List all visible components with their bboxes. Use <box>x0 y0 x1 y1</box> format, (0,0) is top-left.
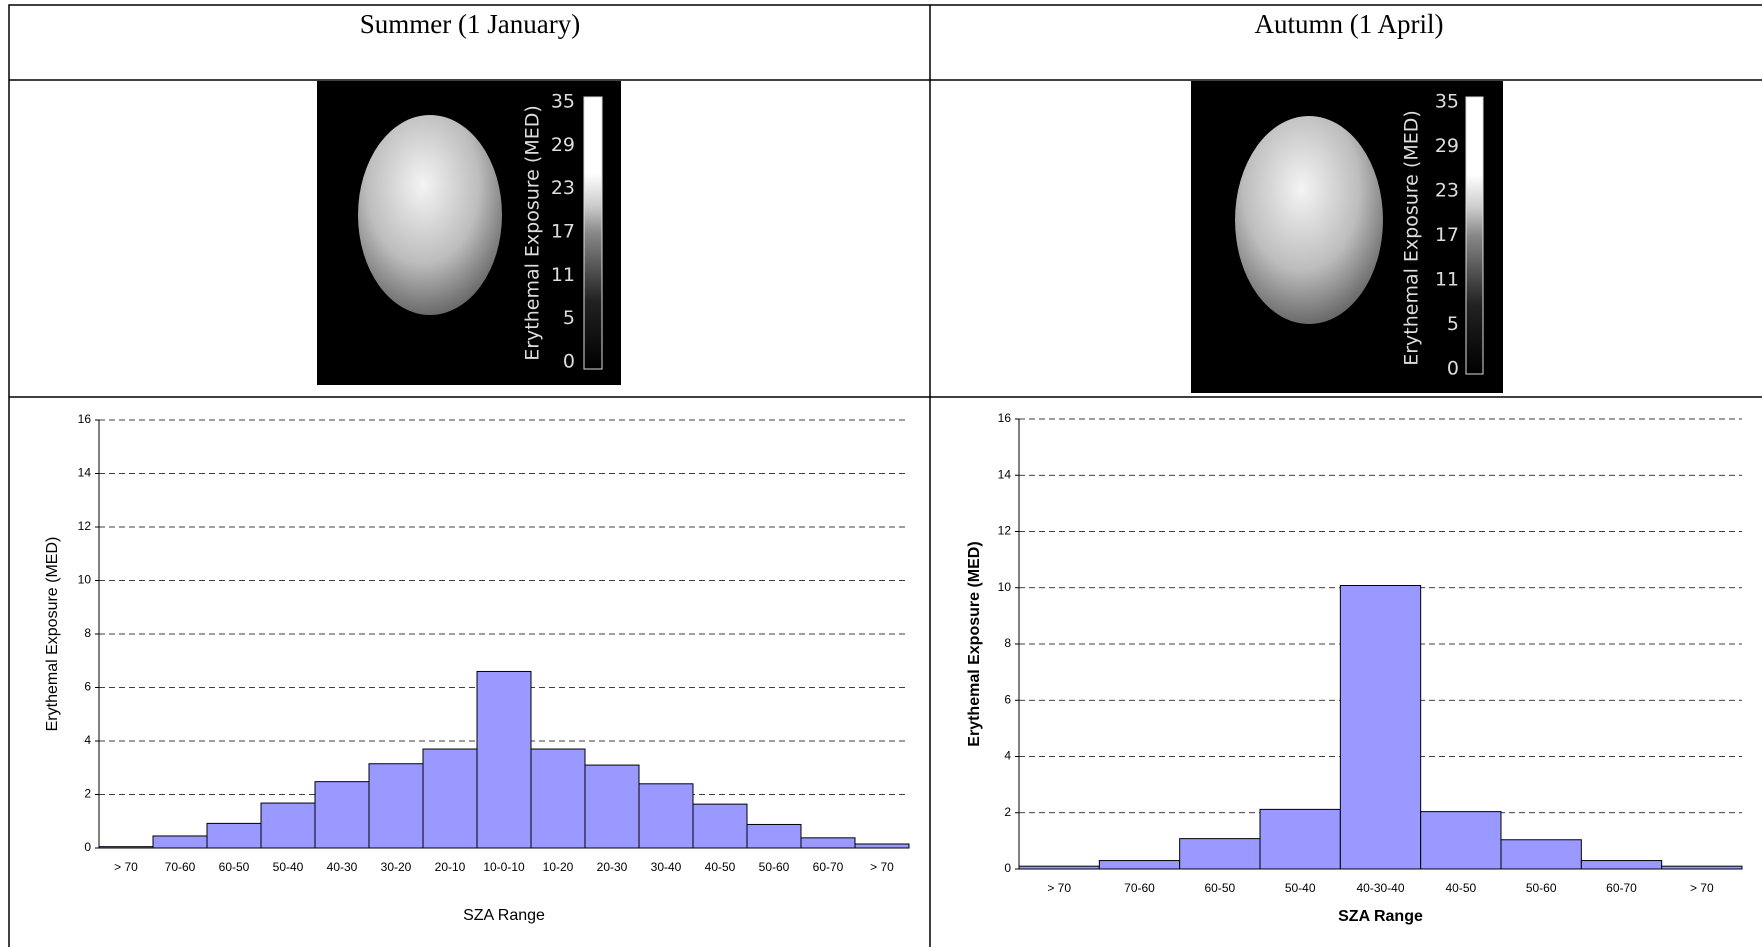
bar <box>746 823 802 849</box>
y-tick-label: 16 <box>998 411 1012 425</box>
face-image: Erythemal Exposure (MED) <box>317 81 621 385</box>
colorbar-tick-label: 23 <box>551 177 575 199</box>
y-tick-label: 14 <box>78 466 92 480</box>
bar <box>1339 585 1422 870</box>
bar <box>314 781 370 849</box>
x-tick-label: 60-70 <box>813 860 844 874</box>
x-tick-label: 20-10 <box>435 860 466 874</box>
face-image: Erythemal Exposure (MED) <box>1191 81 1503 393</box>
bar <box>1580 860 1663 870</box>
bar <box>584 764 640 849</box>
x-tick-label: 60-50 <box>1204 881 1235 895</box>
y-tick-label: 8 <box>84 626 91 640</box>
y-tick-label: 10 <box>998 580 1012 594</box>
colorbar-label: Erythemal Exposure (MED) <box>1401 110 1423 366</box>
colorbar-tick-label: 5 <box>1447 313 1459 335</box>
colorbar-tick-label: 0 <box>563 351 575 373</box>
bar <box>854 843 910 849</box>
x-tick-label: 50-60 <box>759 860 790 874</box>
bar <box>368 763 424 849</box>
x-tick-label: 10-20 <box>543 860 574 874</box>
y-axis-title: Erythemal Exposure (MED) <box>966 541 983 746</box>
bar <box>206 822 262 849</box>
x-tick-label: 30-40 <box>651 860 682 874</box>
bar <box>476 670 532 849</box>
y-tick-label: 6 <box>1004 692 1011 706</box>
colorbar-tick-label: 0 <box>1447 358 1459 380</box>
x-tick-label: 70-60 <box>1124 881 1155 895</box>
colorbar-tick-label: 23 <box>1435 180 1459 202</box>
colorbar-tick-label: 35 <box>551 91 575 113</box>
x-tick-label: 60-50 <box>219 860 250 874</box>
y-tick-label: 2 <box>1004 805 1011 819</box>
bar <box>1179 838 1261 870</box>
x-tick-label: > 70 <box>114 860 138 874</box>
y-tick-label: 2 <box>84 787 91 801</box>
x-axis-title: SZA Range <box>1338 908 1423 925</box>
column-header: Autumn (1 April) <box>1255 9 1444 39</box>
y-tick-label: 10 <box>78 573 92 587</box>
x-tick-label: 20-30 <box>597 860 628 874</box>
x-tick-label: 50-40 <box>273 860 304 874</box>
y-tick-label: 12 <box>998 524 1012 538</box>
colorbar-tick-label: 5 <box>563 307 575 329</box>
x-tick-label: 70-60 <box>165 860 196 874</box>
colorbar-tick-label: 29 <box>1435 135 1459 157</box>
y-tick-label: 4 <box>84 733 91 747</box>
bar <box>152 835 208 849</box>
colorbar-tick-label: 35 <box>1435 91 1459 113</box>
colorbar-label: Erythemal Exposure (MED) <box>522 105 544 361</box>
bar <box>1259 808 1341 870</box>
y-axis-title: Erythemal Exposure (MED) <box>44 537 61 732</box>
x-axis-title: SZA Range <box>463 907 545 924</box>
colorbar-tick-label: 17 <box>1435 224 1459 246</box>
bar <box>1500 839 1582 870</box>
x-tick-label: 40-30 <box>327 860 358 874</box>
bar <box>260 802 316 849</box>
colorbar-tick-label: 17 <box>551 221 575 243</box>
bar <box>530 748 586 849</box>
x-tick-label: > 70 <box>870 860 894 874</box>
x-tick-label: 40-30-40 <box>1356 881 1404 895</box>
x-tick-label: 40-50 <box>1445 881 1476 895</box>
bar <box>1098 860 1181 870</box>
x-tick-label: 40-50 <box>705 860 736 874</box>
y-tick-label: 8 <box>1004 636 1011 650</box>
x-tick-label: 10-0-10 <box>483 860 525 874</box>
bar <box>638 783 694 849</box>
y-tick-label: 4 <box>1004 749 1011 763</box>
y-tick-label: 14 <box>998 467 1012 481</box>
bar <box>1420 811 1502 870</box>
column-header: Summer (1 January) <box>360 9 580 39</box>
x-tick-label: 50-60 <box>1526 881 1557 895</box>
bar <box>800 837 856 849</box>
bar <box>422 748 478 849</box>
x-tick-label: 50-40 <box>1285 881 1316 895</box>
x-tick-label: 30-20 <box>381 860 412 874</box>
colorbar-tick-label: 11 <box>551 264 575 286</box>
x-tick-label: > 70 <box>1690 881 1714 895</box>
y-tick-label: 16 <box>78 412 92 426</box>
colorbar-tick-label: 11 <box>1435 269 1459 291</box>
table-grid <box>8 4 1762 947</box>
x-tick-label: 60-70 <box>1606 881 1637 895</box>
y-tick-label: 12 <box>78 519 92 533</box>
y-tick-label: 0 <box>1004 861 1011 875</box>
bar <box>692 803 748 849</box>
x-tick-label: > 70 <box>1047 881 1071 895</box>
y-tick-label: 6 <box>84 680 91 694</box>
colorbar-tick-label: 29 <box>551 134 575 156</box>
y-tick-label: 0 <box>84 840 91 854</box>
